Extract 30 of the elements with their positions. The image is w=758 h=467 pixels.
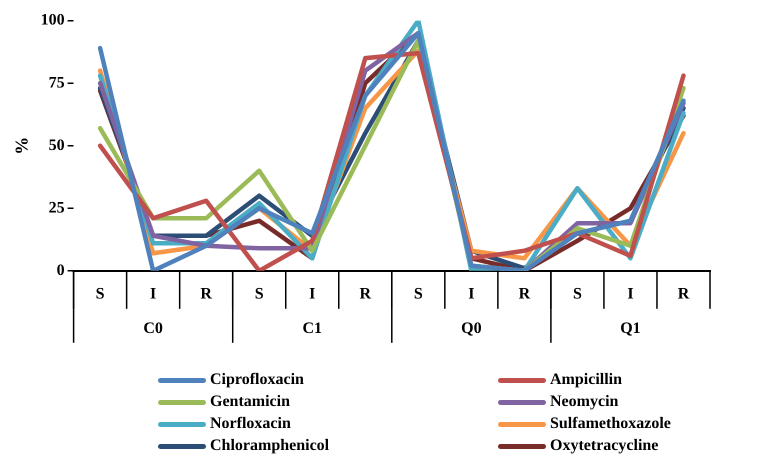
legend-label: Neomycin xyxy=(550,392,618,412)
x-tick-label: I xyxy=(627,286,634,303)
legend-label: Ampicillin xyxy=(550,370,622,390)
x-tick-label: S xyxy=(414,286,423,303)
y-tick-label: 75 xyxy=(48,74,65,92)
x-tick-label: I xyxy=(468,286,474,303)
y-tick-label: 25 xyxy=(48,199,65,216)
text: C0 xyxy=(143,320,163,337)
x-tick-label: R xyxy=(200,286,212,303)
x-tick-label: I xyxy=(150,286,156,303)
x-tick-label: R xyxy=(678,286,690,303)
text: Q0 xyxy=(461,320,482,337)
y-axis-title: % xyxy=(11,136,32,155)
legend-label: Chloramphenicol xyxy=(210,436,330,456)
legend-label: Oxytetracycline xyxy=(550,436,658,456)
x-tick-label: R xyxy=(360,286,372,303)
x-tick-label: R xyxy=(518,286,531,303)
legend-label: Gentamicin xyxy=(210,392,290,412)
text: C1 xyxy=(302,320,322,337)
legend-label: Ciprofloxacin xyxy=(210,370,304,390)
x-tick-label: I xyxy=(309,286,316,303)
x-tick-label: S xyxy=(96,286,105,303)
text: Q1 xyxy=(620,320,641,337)
legend-label: Sulfamethoxazole xyxy=(550,414,671,434)
y-tick-label: 0 xyxy=(56,262,65,279)
x-tick-label: S xyxy=(254,286,264,303)
x-tick-label: S xyxy=(572,286,582,303)
y-tick-label: 100 xyxy=(40,12,65,29)
legend-label: Norfloxacin xyxy=(210,414,291,434)
y-tick-label: 50 xyxy=(48,136,65,154)
